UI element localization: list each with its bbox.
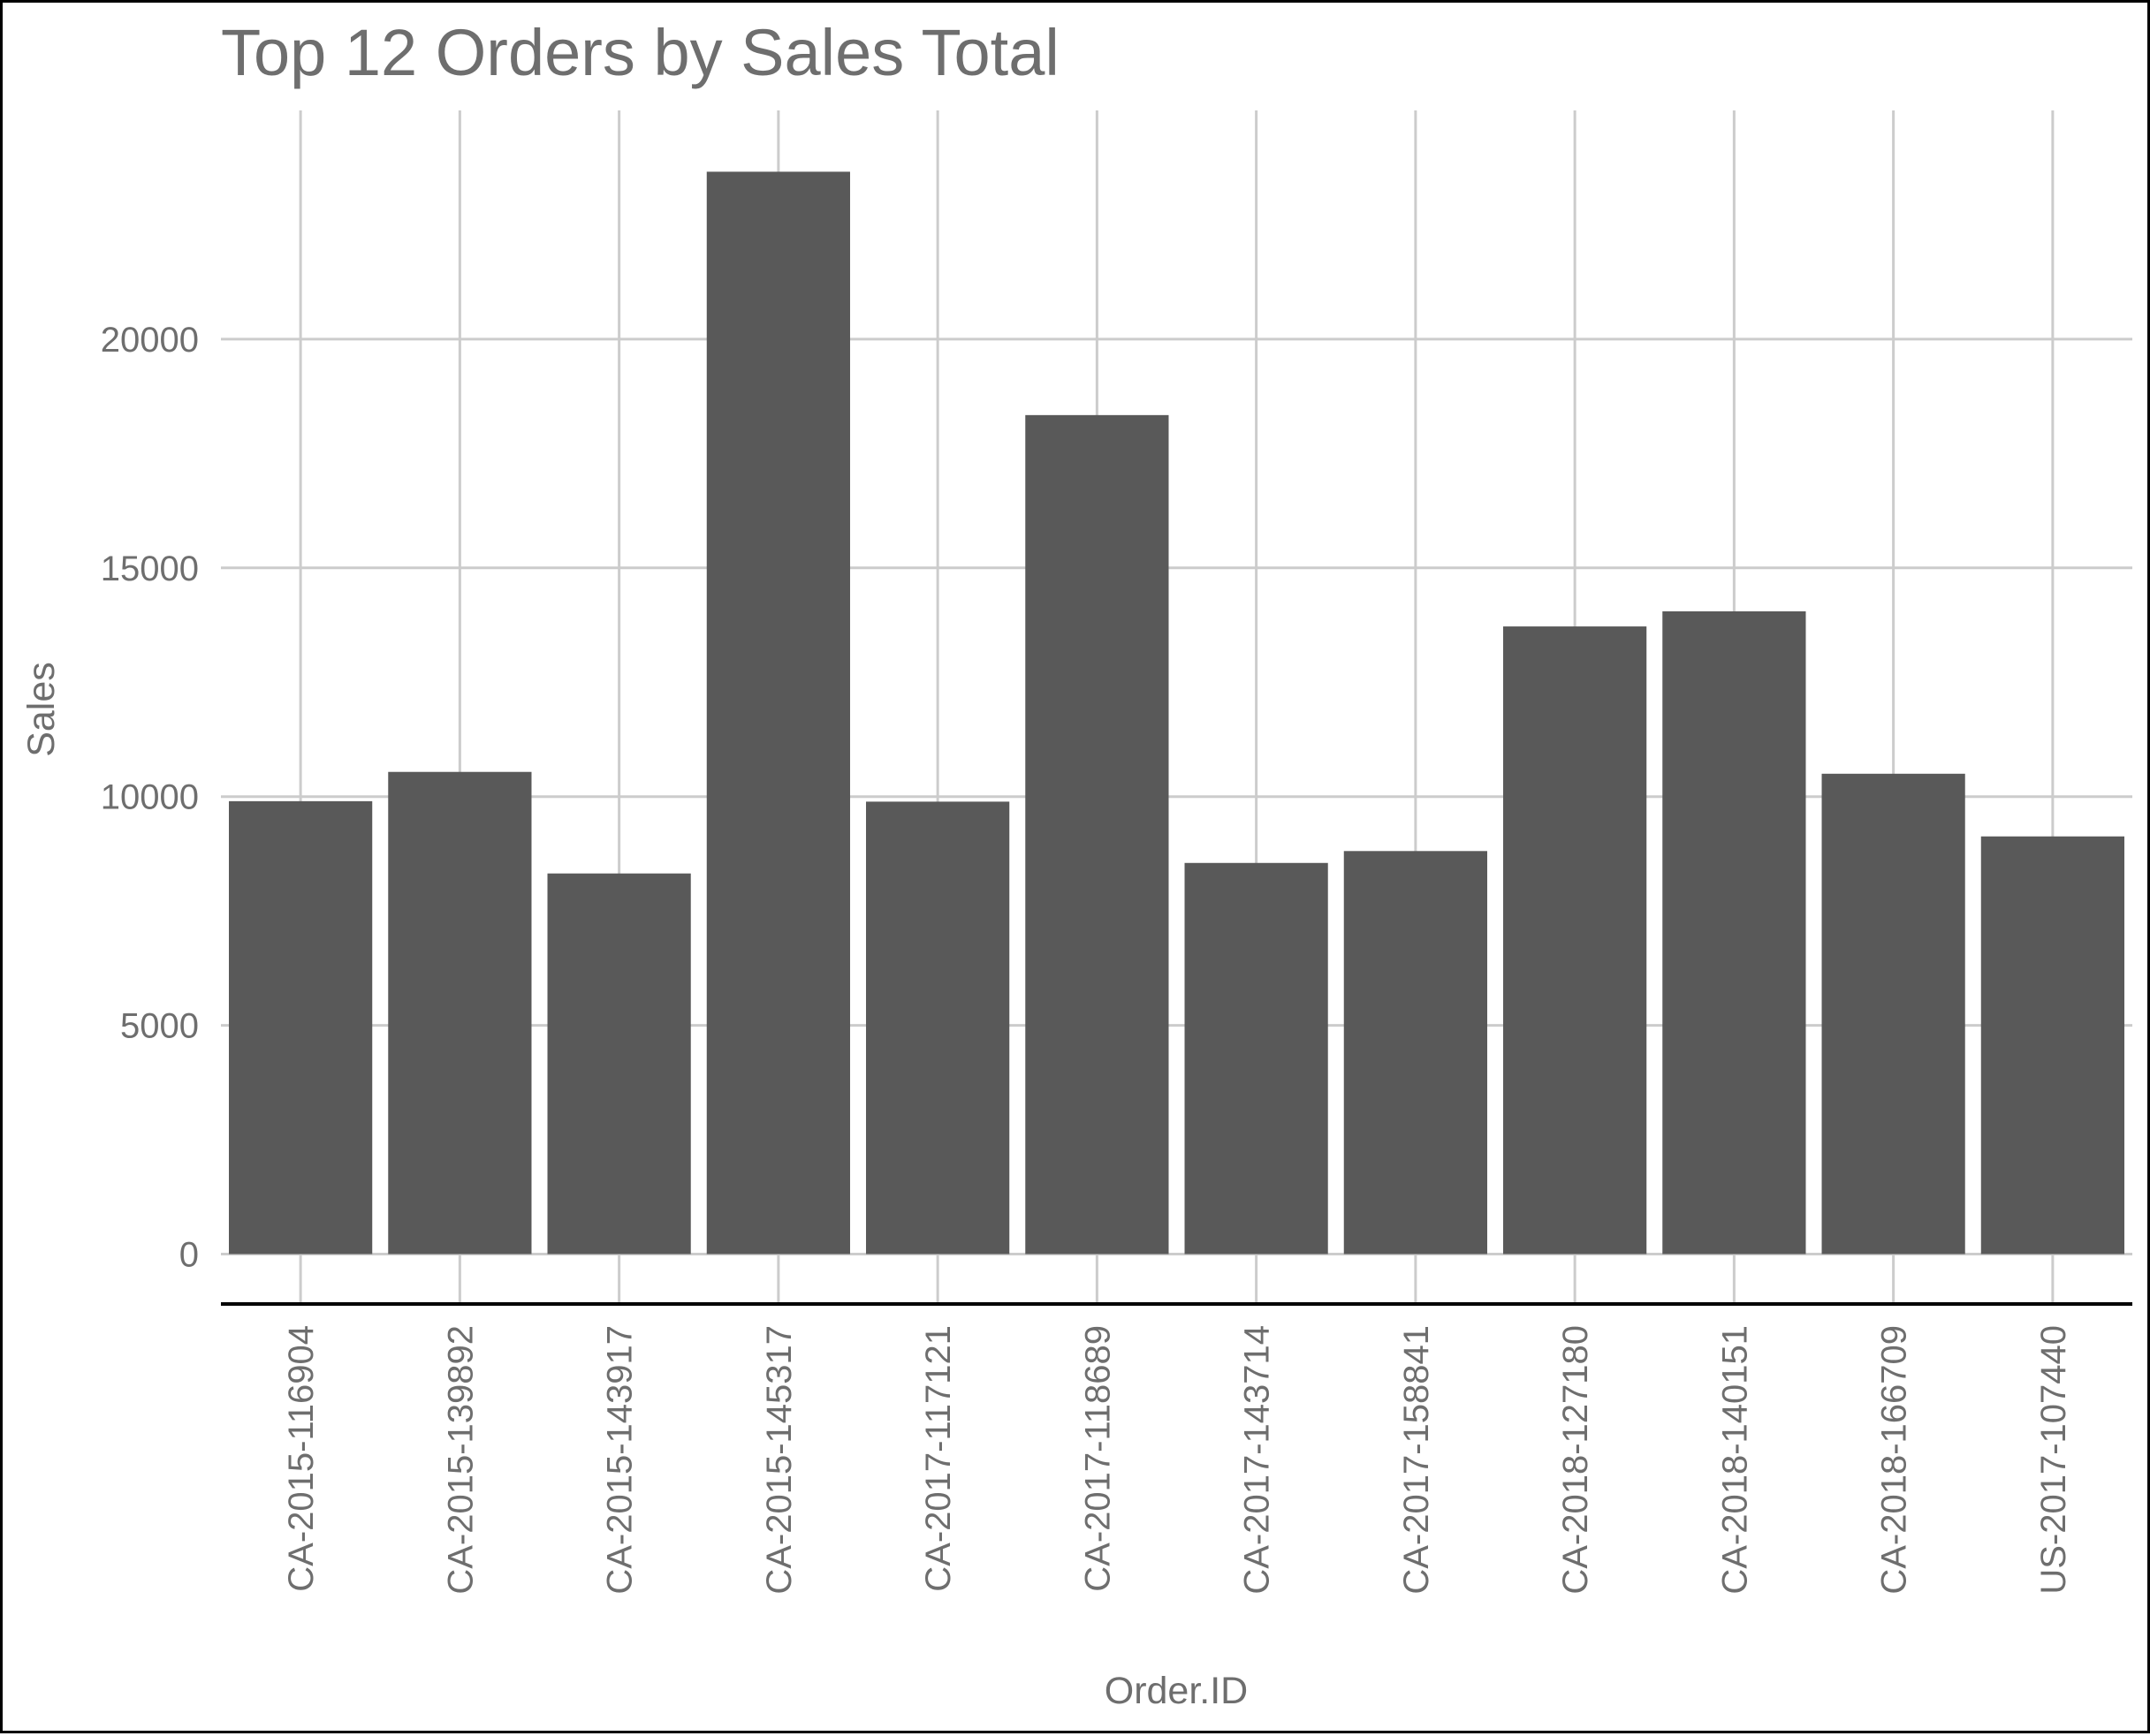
y-tick-label: 15000 xyxy=(101,550,199,588)
bar xyxy=(1343,851,1487,1255)
x-tick-label: CA-2017-118689 xyxy=(1078,1325,1117,1592)
x-tick-label: US-2017-107440 xyxy=(2034,1325,2073,1595)
bars xyxy=(229,171,2124,1255)
x-tick-label: CA-2018-127180 xyxy=(1556,1325,1595,1595)
bar xyxy=(1184,862,1328,1255)
bar xyxy=(1821,773,1965,1255)
x-tick-label: CA-2017-143714 xyxy=(1238,1325,1277,1595)
x-tick-label: CA-2015-139892 xyxy=(441,1325,480,1595)
bar xyxy=(866,801,1010,1255)
x-tick-label: CA-2015-145317 xyxy=(760,1325,799,1595)
y-tick-label: 20000 xyxy=(101,321,199,360)
bar xyxy=(706,171,850,1255)
y-axis-title: Sales xyxy=(20,662,63,757)
bar xyxy=(229,800,373,1255)
x-tick-label: CA-2018-140151 xyxy=(1715,1325,1754,1595)
y-tick-label: 10000 xyxy=(101,778,199,817)
bar xyxy=(1980,836,2124,1255)
x-tick-labels: CA-2015-116904 CA-2015-139892 CA-2015-1439… xyxy=(282,1325,2073,1595)
y-tick-label: 0 xyxy=(179,1235,199,1274)
y-tick-label: 5000 xyxy=(120,1007,199,1046)
chart-title: Top 12 Orders by Sales Total xyxy=(221,16,1060,89)
x-tick-label: CA-2015-143917 xyxy=(601,1325,640,1595)
bar xyxy=(1503,626,1647,1255)
y-tick-labels: 0 5000 10000 15000 20000 xyxy=(101,321,199,1275)
x-tick-label: CA-2018-166709 xyxy=(1875,1325,1914,1595)
bar xyxy=(547,873,691,1255)
bar xyxy=(1662,610,1806,1255)
x-axis-title: Order.ID xyxy=(1105,1670,1249,1712)
x-tick-label: CA-2017-158841 xyxy=(1397,1325,1436,1595)
x-tick-label: CA-2017-117121 xyxy=(919,1325,958,1592)
bar xyxy=(388,771,532,1255)
x-tick-label: CA-2015-116904 xyxy=(282,1325,321,1592)
bar xyxy=(1025,414,1169,1255)
